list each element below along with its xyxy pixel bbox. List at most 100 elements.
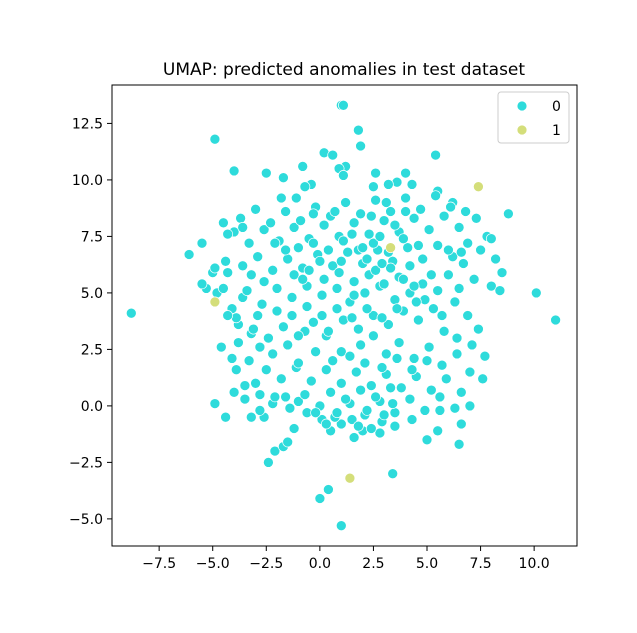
scatter-point-class-0 <box>308 237 319 249</box>
scatter-point-class-0 <box>308 208 319 220</box>
scatter-point-class-0 <box>245 269 257 281</box>
scatter-point-class-0 <box>303 264 315 276</box>
scatter-point-class-0 <box>432 240 444 251</box>
scatter-point-class-0 <box>376 312 388 324</box>
scatter-point-class-0 <box>440 373 452 385</box>
scatter-point-class-0 <box>327 355 339 367</box>
scatter-point-class-0 <box>310 346 321 358</box>
scatter-point-class-1 <box>344 472 356 484</box>
legend-marker-1 <box>516 124 528 136</box>
legend-label-1: 1 <box>552 123 561 139</box>
scatter-point-class-0 <box>209 133 221 145</box>
scatter-point-class-0 <box>353 124 364 136</box>
x-tick-label: 2.5 <box>362 556 384 572</box>
scatter-point-class-0 <box>348 289 360 301</box>
scatter-point-class-0 <box>434 391 446 403</box>
scatter-point-class-0 <box>361 405 373 416</box>
y-tick-label: 10.0 <box>72 173 103 189</box>
y-tick-label: 5.0 <box>81 286 103 302</box>
scatter-point-class-0 <box>421 434 433 446</box>
scatter-point-class-0 <box>503 208 514 220</box>
scatter-point-class-0 <box>286 292 298 303</box>
scatter-point-class-0 <box>385 206 396 217</box>
scatter-point-class-0 <box>400 192 411 204</box>
scatter-point-class-0 <box>263 332 274 344</box>
scatter-point-class-0 <box>443 244 454 256</box>
scatter-point-class-0 <box>218 217 229 229</box>
scatter-point-class-0 <box>404 393 416 405</box>
scatter-point-class-0 <box>237 222 249 233</box>
scatter-point-class-0 <box>335 418 347 430</box>
scatter-point-class-0 <box>282 436 294 448</box>
scatter-point-class-0 <box>357 242 369 254</box>
scatter-point-class-0 <box>260 364 272 376</box>
scatter-point-class-0 <box>260 167 272 179</box>
scatter-point-class-0 <box>271 283 283 294</box>
y-tick-label: −5.0 <box>69 512 103 528</box>
scatter-point-class-1 <box>473 181 484 193</box>
scatter-point-class-0 <box>222 267 234 278</box>
scatter-point-class-0 <box>378 278 390 290</box>
scatter-point-class-0 <box>451 332 463 344</box>
scatter-point-class-0 <box>530 287 542 299</box>
scatter-point-class-0 <box>254 389 266 400</box>
scatter-point-class-0 <box>239 380 251 391</box>
scatter-point-class-0 <box>361 303 373 315</box>
scatter-point-class-0 <box>374 231 386 242</box>
scatter-point-class-0 <box>222 228 234 240</box>
scatter-point-class-1 <box>385 242 396 254</box>
scatter-point-class-0 <box>473 323 484 335</box>
chart-title: UMAP: predicted anomalies in test datase… <box>163 60 525 80</box>
scatter-point-class-0 <box>346 228 358 240</box>
scatter-point-class-0 <box>496 267 508 278</box>
scatter-point-class-0 <box>254 341 266 353</box>
scatter-point-class-0 <box>436 359 448 371</box>
scatter-point-class-0 <box>209 262 221 274</box>
scatter-point-class-0 <box>370 391 381 403</box>
scatter-point-class-0 <box>391 303 403 315</box>
scatter-point-class-0 <box>275 373 287 385</box>
scatter-point-class-0 <box>293 396 304 407</box>
scatter-point-class-0 <box>419 405 431 416</box>
scatter-point-class-0 <box>398 233 409 245</box>
scatter-point-class-0 <box>233 337 244 348</box>
scatter-point-class-0 <box>335 520 347 532</box>
scatter-point-class-0 <box>252 310 264 321</box>
scatter-point-class-0 <box>485 233 497 245</box>
scatter-point-class-0 <box>282 253 294 265</box>
scatter-point-class-0 <box>370 194 381 206</box>
scatter-point-class-0 <box>239 393 251 405</box>
scatter-point-class-0 <box>243 355 255 367</box>
scatter-point-class-0 <box>265 217 276 229</box>
scatter-point-class-0 <box>344 350 356 362</box>
y-tick-label: 12.5 <box>72 116 103 132</box>
scatter-point-class-0 <box>464 400 476 412</box>
scatter-point-class-0 <box>248 323 259 335</box>
scatter-point-class-0 <box>406 414 418 425</box>
scatter-point-class-0 <box>299 389 311 400</box>
scatter-point-class-0 <box>402 242 414 254</box>
scatter-point-class-0 <box>430 149 441 161</box>
scatter-point-class-0 <box>370 167 381 179</box>
scatter-point-class-0 <box>288 222 300 233</box>
scatter-point-class-0 <box>286 310 298 321</box>
scatter-point-class-0 <box>222 310 234 321</box>
scatter-point-class-0 <box>458 258 469 269</box>
y-tick-label: 0.0 <box>81 399 103 415</box>
scatter-point-class-0 <box>269 237 281 249</box>
scatter-point-class-0 <box>340 393 351 405</box>
scatter-point-class-0 <box>421 355 433 367</box>
x-tick-label: −5.0 <box>196 556 230 572</box>
legend-marker-0 <box>516 100 528 112</box>
scatter-point-class-0 <box>228 386 240 398</box>
scatter-point-class-0 <box>451 348 463 360</box>
scatter-point-class-0 <box>320 418 332 430</box>
scatter-point-class-0 <box>308 316 319 328</box>
scatter-point-class-0 <box>267 348 279 360</box>
scatter-point-class-0 <box>350 366 362 378</box>
scatter-point-class-0 <box>293 330 304 342</box>
scatter-point-class-0 <box>359 357 371 369</box>
scatter-point-class-0 <box>258 224 270 235</box>
scatter-point-class-0 <box>385 262 396 274</box>
scatter-point-class-0 <box>404 260 416 272</box>
